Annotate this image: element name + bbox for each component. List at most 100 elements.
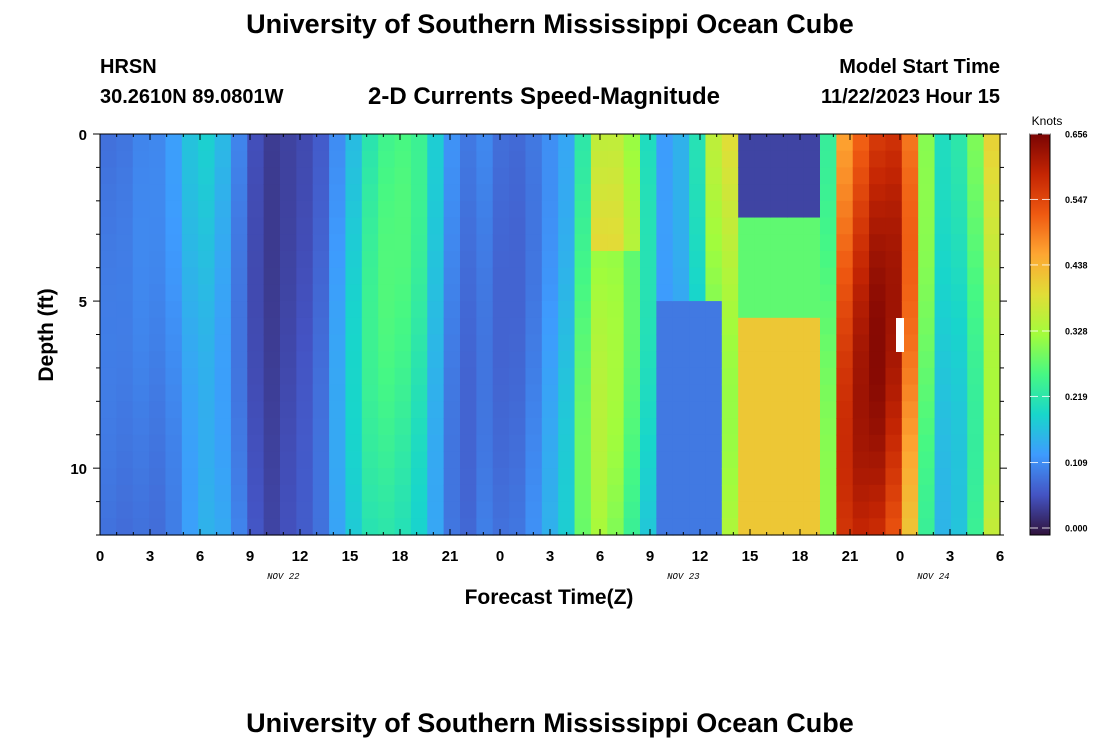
date-label: NOV 24 (917, 572, 949, 582)
heatmap-cell (525, 451, 543, 469)
heatmap-cell (640, 468, 657, 486)
heatmap-cell (820, 501, 837, 519)
heatmap-cell (640, 150, 657, 169)
heatmap-cell (885, 301, 903, 319)
heatmap-cell (672, 451, 690, 469)
heatmap-cell (394, 367, 412, 386)
heatmap-cell (247, 518, 265, 536)
heatmap-cell (541, 317, 559, 336)
heatmap-cell (378, 301, 396, 319)
heatmap-cell (983, 518, 1001, 536)
heatmap-cell (198, 217, 216, 235)
x-axis-title: Forecast Time(Z) (465, 586, 634, 609)
heatmap-cell (950, 317, 968, 336)
x-tick-label: 0 (96, 548, 104, 565)
heatmap-cell (640, 267, 657, 285)
heatmap-cell (296, 501, 314, 519)
heatmap-cell (623, 334, 641, 352)
heatmap-cell (590, 334, 608, 352)
chart-subtitle: 2-D Currents Speed-Magnitude (368, 83, 721, 110)
heatmap-cell (509, 234, 527, 252)
heatmap-cell (378, 317, 396, 336)
heatmap-cell (280, 484, 297, 503)
heatmap-cell (181, 150, 199, 169)
heatmap-cell (672, 501, 690, 519)
heatmap-cell (901, 234, 919, 252)
heatmap-cell (705, 484, 723, 503)
heatmap-cell (672, 434, 690, 453)
heatmap-cell (378, 367, 396, 386)
heatmap-cell (427, 234, 445, 252)
heatmap-cell (525, 418, 543, 436)
heatmap-cell (950, 217, 968, 235)
heatmap-cell (165, 134, 183, 152)
heatmap-cell (263, 351, 281, 369)
x-tick-label: 18 (792, 548, 809, 565)
colorbar-tick-label: 0.547 (1065, 195, 1088, 205)
heatmap-cell (509, 184, 527, 202)
heatmap-cell (410, 434, 428, 453)
heatmap-cell (983, 384, 1001, 402)
heatmap-cell (738, 384, 756, 402)
heatmap-cell (345, 184, 363, 202)
heatmap-cell (525, 317, 543, 336)
heatmap-cell (983, 367, 1001, 386)
heatmap-cell (214, 250, 232, 269)
heatmap-cell (705, 367, 723, 386)
heatmap-cell (721, 200, 739, 219)
heatmap-cell (689, 518, 707, 536)
heatmap-cell (492, 284, 510, 302)
heatmap-cell (934, 501, 952, 519)
heatmap-cell (721, 234, 739, 252)
heatmap-cell (394, 468, 412, 486)
heatmap-cell (640, 401, 657, 419)
heatmap-cell (345, 418, 363, 436)
heatmap-cell (770, 150, 788, 169)
heatmap-cell (950, 418, 968, 436)
heatmap-cell (738, 367, 756, 386)
heatmap-cell (296, 200, 314, 219)
heatmap-cell (116, 217, 134, 235)
heatmap-cell (656, 301, 674, 319)
heatmap-cell (607, 200, 625, 219)
heatmap-cell (345, 434, 363, 453)
heatmap-cell (934, 401, 952, 419)
colorbar: Knots 0.656 0.547 0.438 0.328 0.219 0.109 0.00… (1029, 114, 1088, 536)
heatmap-cell (296, 184, 314, 202)
heatmap-cell (410, 351, 428, 369)
heatmap-cell (443, 367, 461, 386)
heatmap-cell (280, 351, 297, 369)
heatmap-cell (803, 468, 821, 486)
heatmap-cell (820, 468, 837, 486)
heatmap-cell (460, 150, 477, 169)
heatmap-cell (901, 134, 919, 152)
y-tick-label: 5 (79, 294, 87, 311)
heatmap-cell (754, 451, 772, 469)
heatmap-cell (787, 317, 805, 336)
heatmap-cell (198, 200, 216, 219)
heatmap-cell (803, 167, 821, 185)
heatmap-cell (132, 468, 150, 486)
heatmap-cell (443, 150, 461, 169)
heatmap-cell (738, 518, 756, 536)
heatmap-cell (427, 267, 445, 285)
heatmap-cell (901, 468, 919, 486)
heatmap-cell (181, 451, 199, 469)
heatmap-cell (345, 301, 363, 319)
heatmap-cell (427, 334, 445, 352)
heatmap-cell (623, 451, 641, 469)
heatmap-cell (885, 351, 903, 369)
heatmap-cell (410, 317, 428, 336)
heatmap-cell (705, 150, 723, 169)
heatmap-cell (312, 384, 330, 402)
heatmap-cell (329, 184, 347, 202)
heatmap-cell (460, 217, 477, 235)
heatmap-cell (967, 317, 985, 336)
heatmap-cell (329, 518, 347, 536)
heatmap-cell (640, 518, 657, 536)
heatmap-cell (901, 334, 919, 352)
heatmap-cell (574, 234, 592, 252)
heatmap-cell (934, 250, 952, 269)
heatmap-cell (820, 384, 837, 402)
heatmap-cell (590, 484, 608, 503)
